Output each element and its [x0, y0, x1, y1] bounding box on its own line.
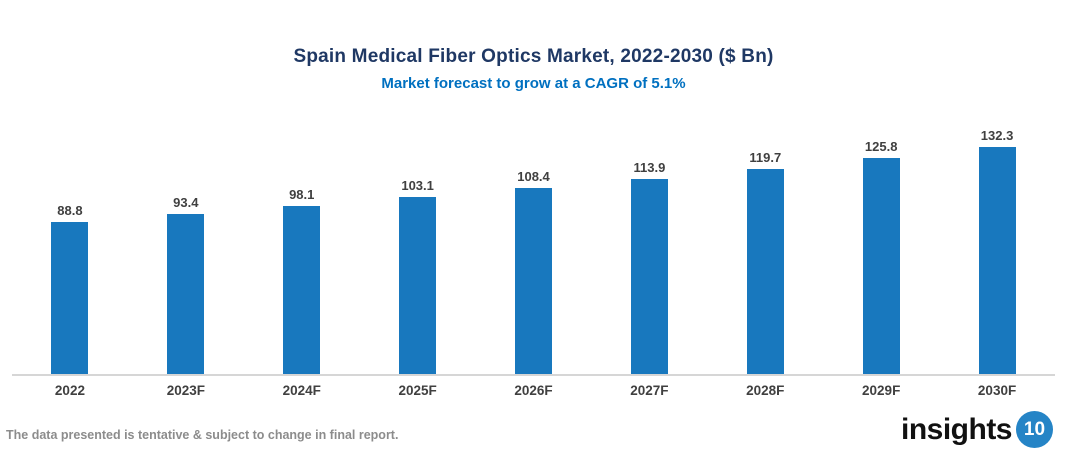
bar-group: 119.7: [707, 150, 823, 374]
bar: [630, 178, 668, 374]
x-axis-tick-label: 2022: [54, 383, 85, 398]
bar: [167, 213, 205, 374]
bar-value-label: 103.1: [401, 178, 434, 194]
bar-group: 98.1: [244, 187, 360, 374]
x-axis-tick-label: 2026F: [514, 383, 553, 398]
x-axis-labels: 2022 2023F 2024F 2025F 2026F 2027F 2028F 2029F 2…: [12, 376, 1055, 398]
bar-value-label: 119.7: [749, 149, 782, 165]
bar-value-label: 93.4: [173, 194, 199, 210]
x-axis-tick-label: 2029F: [862, 383, 901, 398]
bar-value-label: 125.8: [864, 139, 898, 155]
bar-value-label: 132.3: [980, 128, 1014, 144]
bar: [515, 188, 552, 374]
bar-value-label: 98.1: [289, 186, 315, 202]
x-axis-tick-label: 2024F: [282, 383, 321, 398]
plot-area: 88.8 93.4 98.1 103.1 108.4 113.9 119.7 125.8 132…: [12, 128, 1055, 376]
bar-group: 88.8: [12, 203, 128, 374]
logo-badge-10-icon: 10: [1016, 411, 1053, 448]
x-axis-tick-label: 2030F: [977, 383, 1017, 398]
logo-text: insights: [900, 412, 1013, 446]
bar-group: 113.9: [591, 160, 707, 374]
x-axis-tick-label: 2028F: [746, 383, 785, 398]
bar-group: 132.3: [939, 128, 1055, 374]
disclaimer-text: The data presented is tentative & subjec…: [6, 428, 399, 442]
chart-header: Spain Medical Fiber Optics Market, 2022-…: [0, 0, 1067, 92]
bar: [399, 197, 437, 374]
bar-value-label: 113.9: [633, 159, 666, 175]
x-axis-tick-label: 2027F: [630, 383, 669, 398]
bar-chart: 88.8 93.4 98.1 103.1 108.4 113.9 119.7 125.8 132…: [12, 128, 1055, 398]
bar: [51, 221, 89, 374]
bar: [283, 205, 321, 374]
bar-value-label: 108.4: [517, 169, 550, 185]
bar: [978, 147, 1016, 374]
bar-value-label: 88.8: [57, 202, 83, 218]
bar-group: 93.4: [128, 195, 244, 374]
insights10-logo: insights 10: [901, 411, 1053, 448]
bar-group: 103.1: [360, 178, 476, 374]
bar-group: 108.4: [476, 169, 592, 374]
chart-footer: The data presented is tentative & subjec…: [6, 411, 1053, 448]
x-axis-tick-label: 2025F: [398, 383, 437, 398]
bar: [746, 168, 784, 374]
x-axis-tick-label: 2023F: [166, 383, 205, 398]
bar-group: 125.8: [823, 139, 939, 374]
bar: [862, 158, 900, 374]
chart-title: Spain Medical Fiber Optics Market, 2022-…: [293, 46, 774, 67]
chart-subtitle: Market forecast to grow at a CAGR of 5.1…: [381, 75, 686, 92]
